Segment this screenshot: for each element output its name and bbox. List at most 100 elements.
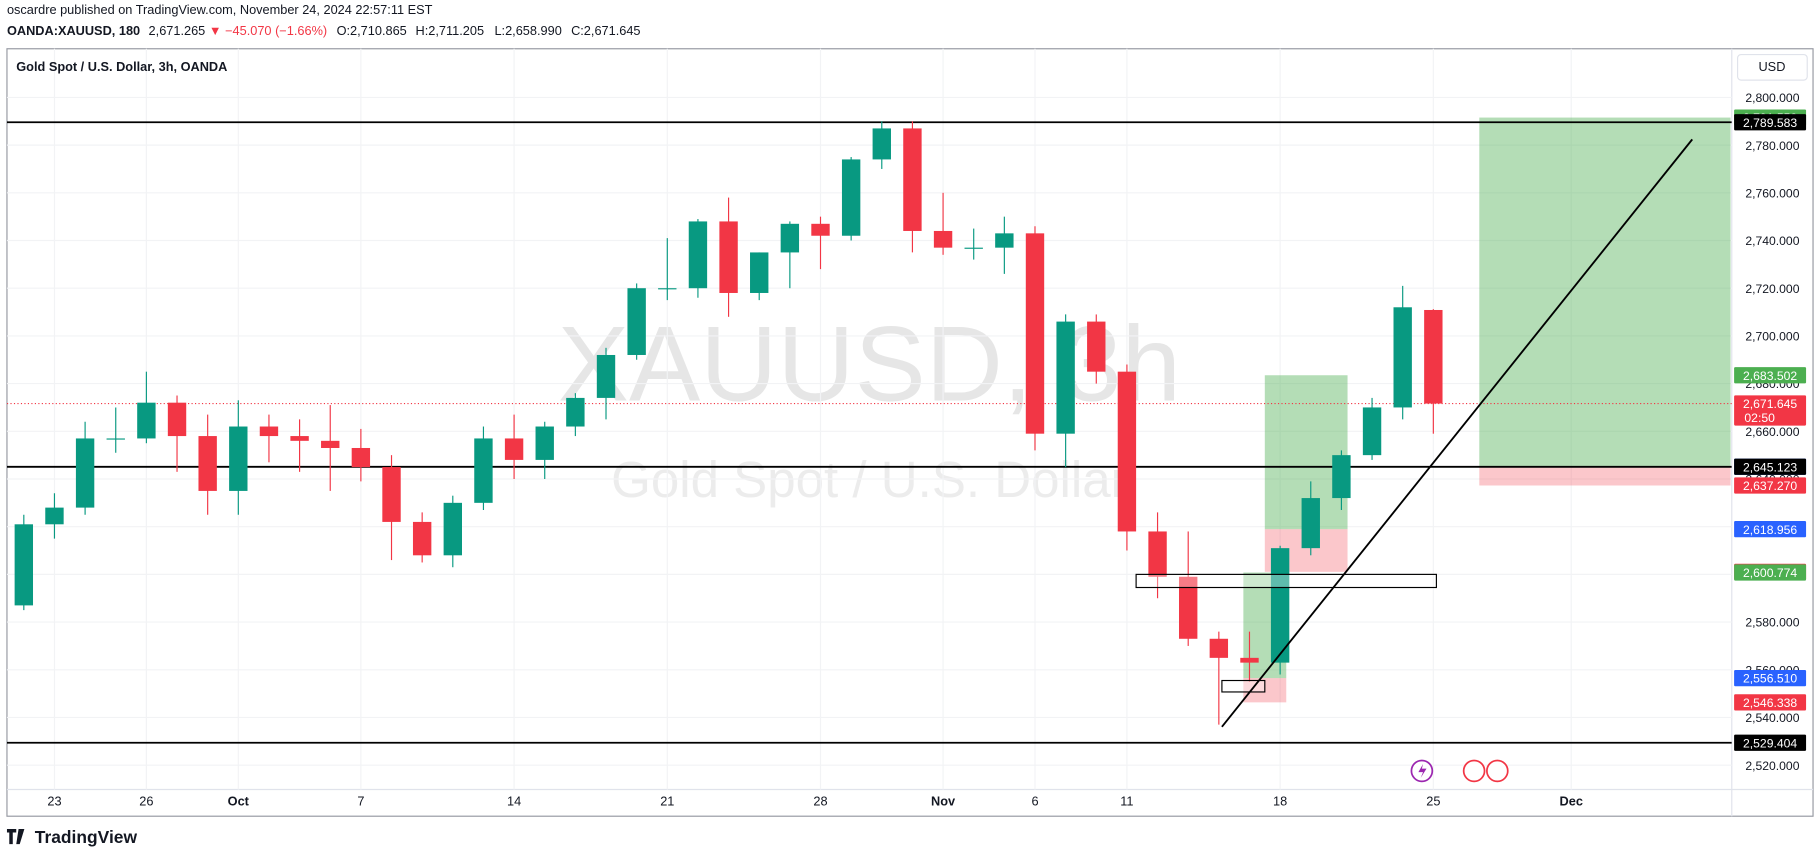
candle-body — [903, 128, 922, 231]
x-tick-label: Dec — [1560, 794, 1583, 809]
price-label-box — [1734, 395, 1807, 426]
high: H:2,711.205 — [416, 23, 485, 38]
price-label-box — [1734, 669, 1807, 687]
candle-body — [933, 230, 953, 248]
candle-body — [1393, 307, 1412, 408]
candle-body — [1025, 233, 1045, 434]
x-tick-label: 23 — [47, 794, 61, 809]
price: 2,671.265 — [149, 23, 206, 38]
price-label: 2,529.404 — [1743, 736, 1797, 750]
x-tick-label: 28 — [813, 794, 827, 809]
grid — [6, 48, 1732, 790]
candle-body — [351, 447, 371, 468]
price-label: 2,556.510 — [1743, 672, 1797, 686]
candle-body — [14, 524, 34, 606]
currency-button[interactable] — [1737, 53, 1808, 81]
candle-body — [229, 426, 248, 491]
brand: TradingView — [35, 827, 138, 847]
candle-body — [198, 436, 217, 491]
candle-body — [321, 440, 340, 448]
x-tick-label: 25 — [1426, 794, 1440, 809]
chart-frame — [6, 48, 1814, 817]
candle-body — [535, 426, 554, 460]
x-tick-label: 21 — [660, 794, 674, 809]
currency[interactable]: USD — [1758, 59, 1785, 74]
price-label: 2,671.645 — [1743, 397, 1797, 411]
y-tick-label: 2,740.000 — [1745, 234, 1799, 248]
candle-body — [1087, 321, 1106, 372]
change: ▼ −45.070 (−1.66%) — [209, 23, 327, 38]
candle-body — [75, 438, 95, 508]
event-icon[interactable] — [1486, 759, 1509, 783]
candle-body — [1117, 371, 1137, 532]
candle-body — [290, 436, 309, 441]
price-label-box — [1734, 367, 1807, 384]
rectangle — [1221, 679, 1266, 693]
brand-logo — [6, 828, 25, 845]
y-tick-label: 2,540.000 — [1745, 711, 1799, 725]
price-label: 2,546.338 — [1743, 696, 1797, 710]
candle-body — [45, 507, 64, 525]
plot — [6, 117, 1732, 744]
close: C:2,671.645 — [571, 23, 640, 38]
candle-body — [1179, 576, 1198, 639]
y-tick-label: 2,720.000 — [1745, 282, 1799, 296]
candle-body — [841, 159, 861, 236]
y-tick-label: 2,660.000 — [1745, 425, 1799, 439]
trend-line — [1221, 138, 1693, 728]
candle-body — [658, 288, 677, 290]
x-tick-label: 14 — [507, 794, 521, 809]
y-tick-label: 2,760.000 — [1745, 186, 1799, 200]
price-label: 2,683.502 — [1743, 369, 1797, 383]
candle-body — [780, 223, 800, 253]
candle-body — [964, 247, 983, 249]
axes: 2,520.0002,540.0002,560.0002,580.0002,60… — [47, 91, 1807, 809]
y-tick-label: 2,800.000 — [1745, 91, 1799, 105]
x-tick-label: Nov — [931, 794, 956, 809]
candle-body — [443, 502, 462, 556]
candle-body — [811, 223, 830, 236]
x-tick-label: 7 — [357, 794, 364, 809]
price-label: 2,789.583 — [1743, 116, 1797, 130]
candle-body — [1148, 531, 1167, 577]
candle-body — [1240, 657, 1259, 663]
x-tick-label: Oct — [228, 794, 250, 809]
x-tick-label: 11 — [1120, 794, 1133, 809]
candle-body — [995, 233, 1014, 248]
low: L:2,658.990 — [494, 23, 561, 38]
event-icon-glyph — [1418, 763, 1427, 778]
price-label: 2,618.956 — [1743, 523, 1797, 537]
price-label-box — [1734, 564, 1807, 581]
event-icon[interactable] — [1462, 759, 1486, 783]
candle-body — [137, 402, 156, 439]
candle-body — [750, 252, 769, 293]
candle-body — [167, 402, 187, 437]
candle-body — [566, 397, 585, 427]
y-tick-label: 2,780.000 — [1745, 139, 1799, 153]
price-label-box — [1734, 477, 1807, 494]
symbol: OANDA:XAUUSD, 180 — [7, 23, 140, 38]
price-label-box — [1734, 114, 1807, 131]
y-tick-label: 2,520.000 — [1745, 759, 1799, 773]
candle-body — [1424, 309, 1443, 404]
candle-body — [688, 221, 708, 289]
price-label: 2,637.270 — [1743, 479, 1797, 493]
y-tick-label: 2,580.000 — [1745, 616, 1799, 630]
candle-body — [1362, 407, 1382, 456]
y-tick-label: 2,700.000 — [1745, 330, 1799, 344]
candle-body — [1056, 321, 1075, 434]
candle-body — [382, 467, 401, 522]
x-tick-label: 6 — [1031, 794, 1038, 809]
candle-body — [259, 426, 279, 437]
price-label-box — [1734, 458, 1807, 475]
candle-body — [474, 438, 493, 503]
candle-body — [106, 438, 125, 440]
position-stop — [1479, 466, 1731, 486]
candle-body — [412, 521, 432, 556]
candle-body — [1332, 455, 1351, 499]
position-target — [1479, 117, 1731, 467]
candle-body — [1209, 638, 1229, 658]
price-label: 2,600.774 — [1743, 566, 1797, 580]
publisher-line: oscardre published on TradingView.com, N… — [7, 2, 433, 17]
